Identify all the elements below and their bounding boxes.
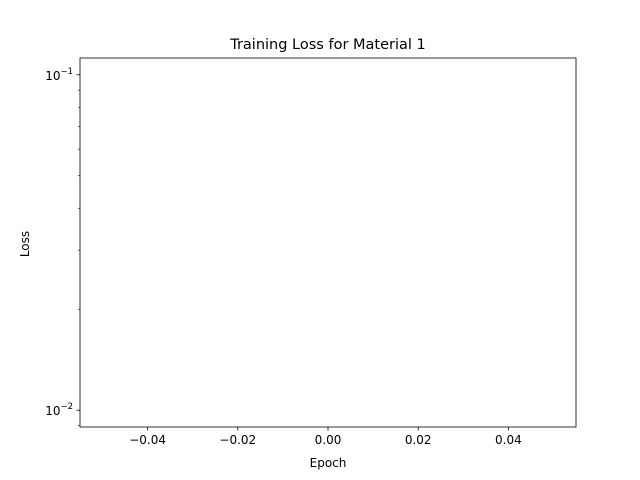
plot-frame xyxy=(79,57,577,428)
x-axis: −0.04 −0.02 0.00 0.02 0.04 xyxy=(129,427,522,447)
x-tick-label: −0.04 xyxy=(129,433,166,447)
x-tick-label: 0.04 xyxy=(495,433,522,447)
x-axis-label: Epoch xyxy=(310,456,347,470)
y-tick-label: 10−1 xyxy=(45,67,73,83)
chart-title: Training Loss for Material 1 xyxy=(229,37,426,53)
x-tick-label: 0.02 xyxy=(405,433,432,447)
y-axis: 10−1 10−2 xyxy=(45,67,80,426)
y-tick-label: 10−2 xyxy=(45,402,73,418)
x-tick-label: −0.02 xyxy=(219,433,256,447)
y-axis-label: Loss xyxy=(18,231,32,257)
x-tick-label: 0.00 xyxy=(315,433,342,447)
